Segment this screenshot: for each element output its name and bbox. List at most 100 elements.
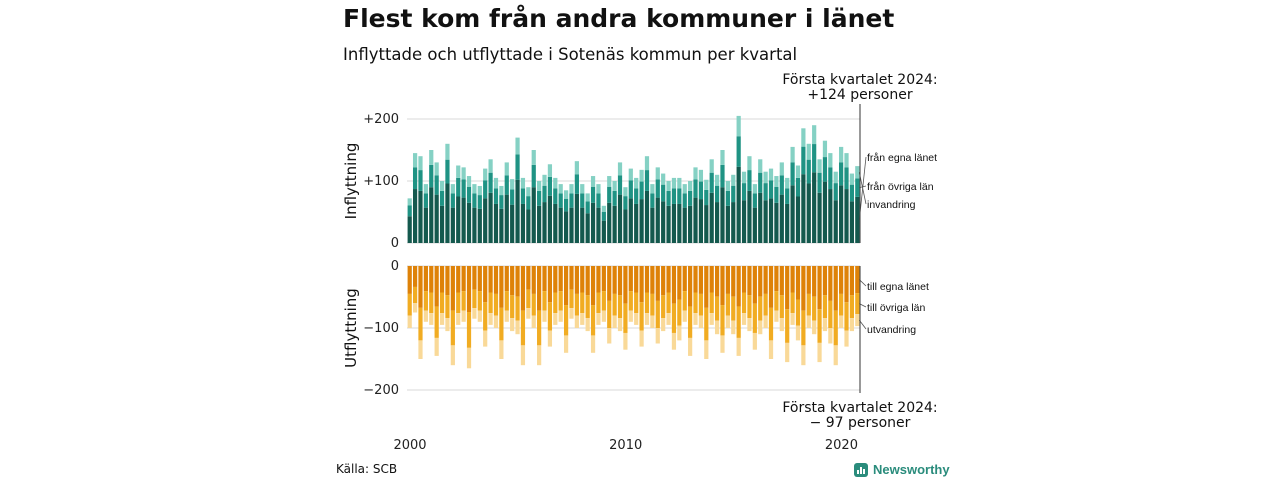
- outflow-bar-dark: [537, 266, 542, 311]
- inflow-bar-mid: [456, 177, 461, 197]
- outflow-bar-dark: [812, 266, 817, 297]
- inflow-bar-light: [580, 184, 585, 194]
- outflow-bar-dark: [634, 266, 639, 293]
- outflow-bar-mid: [661, 295, 666, 319]
- inflow-bar-dark: [515, 179, 520, 243]
- outflow-bar-dark: [472, 266, 477, 290]
- outflow-bar-light: [704, 340, 709, 359]
- outflow-bar-mid: [563, 305, 569, 336]
- inflow-series-label: från egna länet: [867, 152, 937, 164]
- outflow-bar-light: [844, 330, 849, 347]
- outflow-bar-mid: [531, 293, 536, 316]
- inflow-bar-dark: [644, 190, 650, 243]
- inflow-bar-dark: [558, 207, 563, 243]
- inflow-bar-mid: [763, 183, 768, 201]
- inflow-bar-light: [795, 165, 801, 178]
- outflow-bar-dark: [526, 266, 531, 290]
- inflow-bar-dark: [580, 207, 585, 243]
- inflow-bar-mid: [682, 193, 687, 208]
- outflow-bar-mid: [849, 295, 855, 319]
- inflow-bar-mid: [553, 188, 558, 204]
- outflow-bar-light: [423, 310, 428, 322]
- inflow-bar-light: [483, 168, 488, 181]
- outflow-bar-mid: [714, 296, 720, 321]
- outflow-bar-light: [736, 337, 741, 356]
- outflow-bar-light: [839, 315, 844, 328]
- inflow-bar-mid: [531, 164, 536, 188]
- outflow-bar-light: [590, 335, 596, 353]
- inflow-bar-dark: [639, 199, 644, 243]
- outflow-bar-dark: [828, 266, 833, 301]
- outflow-bar-light: [488, 313, 493, 325]
- outflow-bar-mid: [785, 309, 790, 343]
- inflow-bar-mid: [785, 188, 790, 204]
- inflow-bar-dark: [763, 200, 768, 243]
- outflow-bar-light: [461, 310, 466, 322]
- outflow-bar-mid: [617, 295, 623, 319]
- inflow-bar-light: [709, 159, 714, 173]
- outflow-bar-mid: [542, 291, 547, 311]
- inflow-bar-mid: [445, 159, 450, 184]
- outflow-bar-dark: [682, 266, 687, 292]
- inflow-bar-mid: [558, 193, 563, 208]
- outflow-bar-light: [650, 315, 655, 328]
- outflow-bar-dark: [714, 266, 720, 297]
- inflow-bar-dark: [537, 205, 542, 243]
- inflow-bar-mid: [812, 144, 817, 173]
- inflow-bar-dark: [607, 202, 612, 243]
- inflow-bar-light: [698, 169, 704, 182]
- inflow-bar-light: [833, 171, 838, 184]
- inflow-bar-light: [623, 187, 628, 197]
- inflow-bar-mid: [580, 193, 585, 208]
- inflow-bar-mid: [563, 198, 569, 212]
- inflow-bar-dark: [412, 189, 418, 243]
- outflow-bar-mid: [634, 292, 639, 314]
- inflow-bar-dark: [795, 196, 801, 243]
- outflow-bar-light: [849, 318, 855, 332]
- inflow-bar-light: [763, 171, 768, 184]
- outflow-bar-mid: [590, 305, 596, 336]
- outflow-bar-light: [833, 345, 838, 366]
- inflow-bar-light: [542, 174, 547, 186]
- outflow-bar-mid: [844, 302, 849, 331]
- inflow-bar-mid: [768, 180, 774, 199]
- outflow-bar-light: [698, 315, 704, 328]
- inflow-bar-dark: [617, 194, 623, 243]
- inflow-bar-mid: [655, 179, 660, 198]
- inflow-bar-light: [785, 177, 790, 189]
- inflow-bar-mid: [849, 184, 855, 202]
- outflow-bar-light: [574, 315, 579, 328]
- inflow-bar-dark: [774, 202, 779, 243]
- inflow-bar-mid: [741, 183, 747, 201]
- inflow-bar-light: [844, 153, 849, 168]
- outflow-bar-mid: [752, 303, 757, 333]
- inflow-bar-light: [590, 176, 596, 187]
- outflow-bar-mid: [429, 292, 434, 314]
- outflow-bar-mid: [682, 291, 687, 311]
- inflow-bar-light: [493, 177, 499, 189]
- inflow-bar-mid: [450, 193, 455, 208]
- outflow-bar-mid: [553, 292, 558, 314]
- outflow-bar-light: [553, 313, 558, 325]
- inflow-bar-mid: [542, 185, 547, 203]
- outflow-bar-dark: [607, 266, 612, 301]
- outflow-bar-light: [434, 337, 439, 356]
- outflow-bar-dark: [741, 266, 747, 293]
- outflow-bar-light: [456, 313, 461, 325]
- inflow-bar-light: [423, 184, 428, 194]
- outflow-bar-mid: [515, 296, 520, 321]
- inflow-bar-light: [429, 150, 434, 165]
- inflow-bar-mid: [725, 190, 730, 206]
- outflow-bar-dark: [429, 266, 434, 293]
- inflow-bar-mid: [499, 195, 504, 209]
- outflow-bar-dark: [623, 266, 628, 304]
- inflow-bar-dark: [423, 207, 428, 243]
- inflow-bar-dark: [520, 203, 526, 243]
- outflow-bar-mid: [812, 296, 817, 321]
- inflow-bar-dark: [434, 194, 439, 243]
- inflow-bar-light: [407, 198, 412, 206]
- outflow-bar-light: [623, 332, 628, 350]
- outflow-bar-light: [741, 313, 747, 325]
- inflow-bar-dark: [553, 203, 558, 243]
- inflow-bar-dark: [493, 203, 499, 243]
